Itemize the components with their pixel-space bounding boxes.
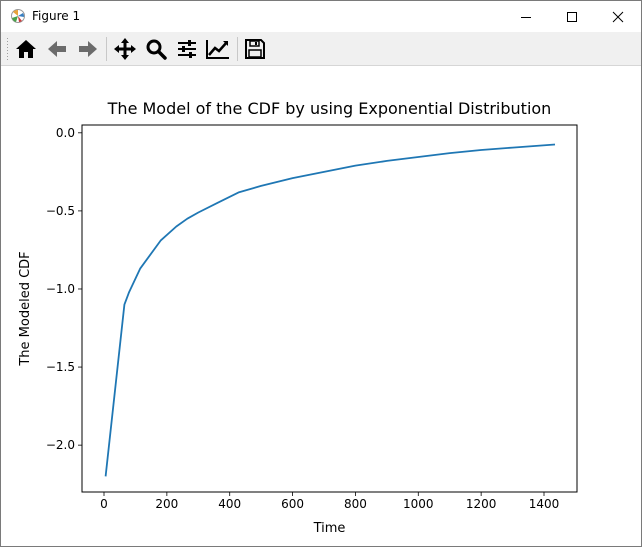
configure-subplots-icon [178,40,196,58]
pan-move-icon [114,38,136,60]
home-icon [16,40,36,58]
back-button[interactable] [44,36,70,62]
save-button[interactable] [242,36,268,62]
back-arrow-icon [48,41,66,57]
series-line [104,143,556,477]
x-tick-label: 1000 [403,497,434,511]
x-tick-label: 0 [100,497,108,511]
configure-subplots-button[interactable] [174,36,200,62]
y-tick-label: 0.0 [56,126,75,140]
navigation-toolbar [1,32,641,66]
y-tick-label: −0.5 [46,204,75,218]
chart-title: The Model of the CDF by using Exponentia… [107,99,552,118]
save-floppy-icon [245,39,265,59]
x-tick-label: 200 [155,497,178,511]
edit-axis-curve-icon [206,40,229,59]
y-tick-label: −2.0 [46,438,75,452]
pan-button[interactable] [112,36,138,62]
y-tick-label: −1.5 [46,360,75,374]
x-tick-label: 600 [281,497,304,511]
toolbar-separator [106,37,107,61]
minimize-icon [521,16,531,18]
title-bar[interactable]: Figure 1 [1,1,641,32]
home-button[interactable] [13,36,39,62]
minimize-button[interactable] [503,1,549,32]
matplotlib-app-icon [11,9,25,23]
forward-arrow-icon [79,41,97,57]
x-tick-label: 800 [344,497,367,511]
y-tick-label: −1.0 [46,282,75,296]
figure-canvas[interactable]: The Model of the CDF by using Exponentia… [1,66,641,546]
y-axis-label: The Modeled CDF [18,251,33,366]
maximize-icon [567,11,577,22]
x-tick-label: 1200 [466,497,497,511]
zoom-magnifier-icon [146,39,167,60]
toolbar-separator [237,37,238,61]
zoom-button[interactable] [143,36,169,62]
maximize-button[interactable] [549,1,595,32]
line-chart[interactable]: The Model of the CDF by using Exponentia… [1,66,641,546]
close-icon [612,11,624,22]
x-tick-label: 400 [218,497,241,511]
window-title: Figure 1 [32,9,81,23]
x-axis-label: Time [313,521,346,536]
x-tick-label: 1400 [529,497,560,511]
toolbar-grip [7,38,8,60]
edit-axis-button[interactable] [205,36,231,62]
forward-button[interactable] [75,36,101,62]
plot-frame [81,124,578,493]
close-button[interactable] [595,1,641,32]
